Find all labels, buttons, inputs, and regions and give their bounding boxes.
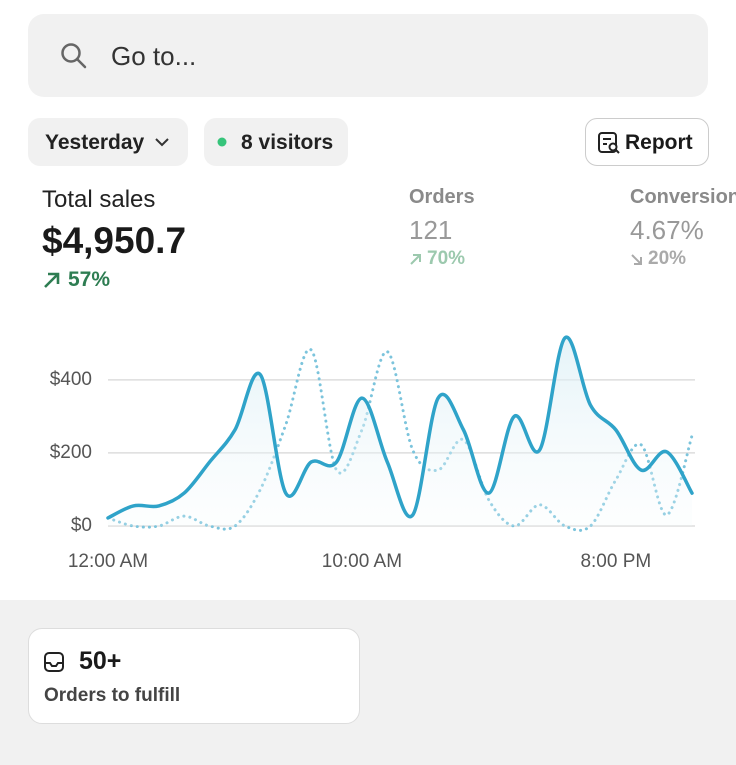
metric-label: Conversion xyxy=(630,186,736,208)
metric-change: 70% xyxy=(427,248,466,269)
card-label: Orders to fulfill xyxy=(44,685,181,706)
metric-label: Total sales xyxy=(42,186,156,213)
x-tick-label: 12:00 AM xyxy=(68,551,148,572)
search-icon xyxy=(61,43,87,69)
visitors-label: 8 visitors xyxy=(241,131,334,154)
y-tick-label: $200 xyxy=(50,442,92,463)
search-placeholder: Go to... xyxy=(111,41,197,71)
metric-value: $4,950.7 xyxy=(42,220,187,261)
visitors-chip[interactable]: 8 visitors xyxy=(204,118,348,166)
metric-label: Orders xyxy=(409,186,475,208)
metric-change: 57% xyxy=(68,268,111,291)
metric-change: 20% xyxy=(648,248,687,269)
search-bar[interactable]: Go to... xyxy=(28,14,708,97)
y-tick-label: $0 xyxy=(71,515,92,536)
down-arrow xyxy=(631,254,642,265)
report-label: Report xyxy=(625,131,693,154)
up-arrow xyxy=(44,272,60,288)
area xyxy=(108,337,692,526)
date-label: Yesterday xyxy=(45,131,145,154)
report-button[interactable]: Report xyxy=(585,118,709,166)
date-filter[interactable]: Yesterday xyxy=(28,118,188,166)
y-tick-label: $400 xyxy=(50,369,92,390)
metric-sales[interactable]: Total sales $4,950.7 57% xyxy=(42,186,186,292)
live-dot xyxy=(217,137,227,147)
metric-conversion[interactable]: Conversion 4.67% 20% xyxy=(630,186,736,270)
metric-orders[interactable]: Orders 121 70% xyxy=(409,186,475,270)
card-value: 50+ xyxy=(79,647,122,675)
x-tick-label: 8:00 PM xyxy=(580,551,651,572)
inbox-icon xyxy=(44,652,64,672)
metric-value: 4.67% xyxy=(630,215,704,245)
line xyxy=(106,335,694,520)
sales-chart: $0 $200 $400 12:00 AM 10:00 AM 8:00 PM xyxy=(50,335,695,572)
x-tick-label: 10:00 AM xyxy=(322,551,402,572)
report-icon xyxy=(598,132,620,154)
metric-value: 121 xyxy=(409,215,453,245)
fulfill-card[interactable]: 50+ Orders to fulfill xyxy=(28,628,360,724)
chevron xyxy=(155,138,169,147)
up-arrow xyxy=(410,254,421,265)
